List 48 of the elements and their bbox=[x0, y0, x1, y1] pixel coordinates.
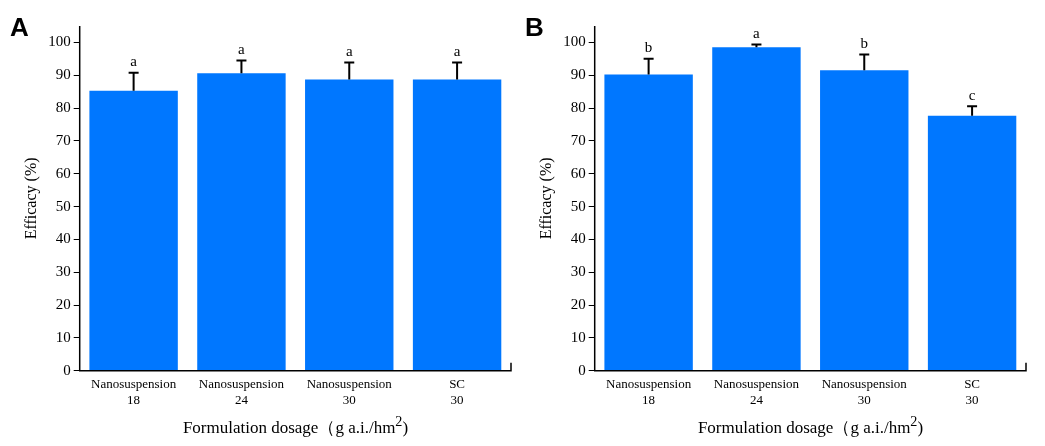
y-tick-label: 80 bbox=[55, 99, 71, 116]
y-tick-label: 50 bbox=[55, 197, 71, 214]
x-axis-title: Formulation dosage（g a.i./hm$^{2}$) bbox=[696, 413, 925, 439]
y-tick-label: 90 bbox=[55, 66, 71, 83]
annotation: c bbox=[968, 86, 976, 103]
y-tick-label: 10 bbox=[570, 328, 586, 345]
x-tick-label: Nanosuspension 30 bbox=[821, 376, 908, 407]
y-tick-label: 40 bbox=[570, 230, 586, 247]
y-tick-label: 0 bbox=[578, 361, 586, 378]
y-tick-label: 90 bbox=[570, 66, 586, 83]
x-tick-label: Nanosuspension 24 bbox=[198, 376, 285, 407]
x-tick-label: Nanosuspension 24 bbox=[713, 376, 800, 407]
y-tick-label: 60 bbox=[55, 164, 71, 181]
y-axis-title: Efficacy (%) bbox=[21, 157, 40, 240]
y-tick-label: 70 bbox=[55, 131, 71, 148]
y-tick-label: 10 bbox=[55, 328, 71, 345]
annotation: a bbox=[753, 24, 761, 41]
x-tick-label: Nanosuspension 18 bbox=[91, 376, 177, 407]
bar bbox=[604, 74, 693, 371]
annotation: b bbox=[644, 39, 653, 56]
annotation: a bbox=[130, 53, 138, 70]
annotation: b bbox=[860, 35, 869, 52]
bar bbox=[712, 47, 801, 371]
y-tick-label: 100 bbox=[563, 33, 586, 50]
annotation: a bbox=[345, 42, 353, 59]
y-tick-label: 20 bbox=[570, 296, 586, 313]
y-tick-label: 40 bbox=[55, 230, 71, 247]
y-tick-label: 80 bbox=[570, 99, 586, 116]
y-tick-label: 30 bbox=[570, 263, 586, 280]
y-tick-label: 70 bbox=[570, 131, 586, 148]
bar bbox=[927, 115, 1017, 371]
x-tick-label: Nanosuspension 18 bbox=[606, 376, 692, 407]
annotation: a bbox=[453, 42, 461, 59]
bar bbox=[820, 70, 909, 371]
chart-title: B bbox=[525, 12, 544, 43]
chart-title: A bbox=[10, 12, 29, 43]
x-tick-label: Nanosuspension 30 bbox=[306, 376, 393, 407]
y-tick-label: 50 bbox=[570, 197, 586, 214]
x-axis-title: Formulation dosage（g a.i./hm$^{2}$) bbox=[181, 413, 410, 439]
y-tick-label: 60 bbox=[570, 164, 586, 181]
y-tick-label: 30 bbox=[55, 263, 71, 280]
x-tick-label: SC 30 bbox=[449, 376, 466, 407]
x-tick-label: SC 30 bbox=[964, 376, 981, 407]
y-axis-title: Efficacy (%) bbox=[536, 157, 555, 240]
annotation: a bbox=[238, 40, 246, 57]
y-tick-label: 20 bbox=[55, 296, 71, 313]
y-tick-label: 0 bbox=[63, 361, 71, 378]
y-tick-label: 100 bbox=[48, 33, 71, 50]
